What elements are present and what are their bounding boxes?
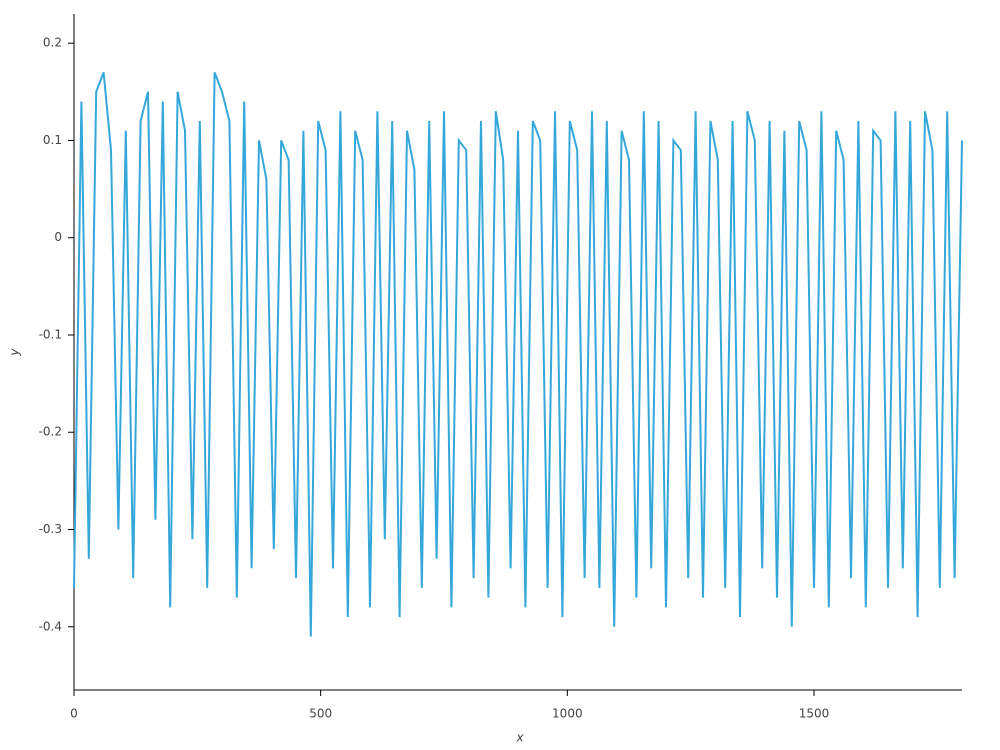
y-tick-label: -0.1: [39, 327, 62, 341]
y-tick-label: -0.4: [39, 619, 62, 633]
x-tick-label: 1500: [799, 707, 830, 721]
y-axis-label: y: [8, 348, 22, 357]
x-tick-label: 1000: [552, 707, 583, 721]
x-axis-label: x: [515, 731, 524, 745]
data-line: [73, 72, 963, 637]
y-tick-label: 0.1: [43, 133, 62, 147]
y-tick-label: -0.3: [39, 522, 62, 536]
x-tick-label: 0: [70, 707, 78, 721]
x-tick-label: 500: [309, 707, 332, 721]
y-tick-label: 0.2: [43, 36, 62, 50]
y-tick-label: 0: [54, 230, 62, 244]
y-tick-label: -0.2: [39, 425, 62, 439]
